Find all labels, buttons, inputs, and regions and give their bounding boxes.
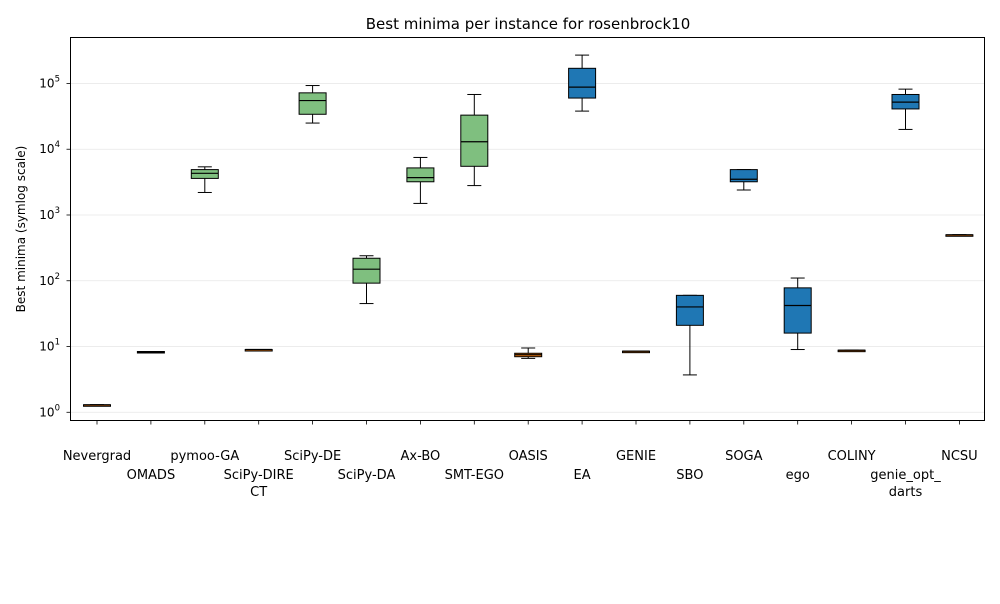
iqr-box <box>298 92 327 115</box>
x-tick-label: OASIS <box>509 449 548 464</box>
y-axis-label: Best minima (symlog scale) <box>14 146 28 313</box>
box-plot <box>298 85 327 124</box>
grid-lines <box>70 83 985 413</box>
iqr-box <box>352 257 381 284</box>
y-tick-label: 103 <box>39 206 60 222</box>
iqr-box <box>729 169 758 183</box>
box-plot <box>460 93 489 187</box>
iqr-box <box>675 294 704 326</box>
x-tick-label: SciPy-DA <box>338 468 396 483</box>
box-plot <box>352 255 381 305</box>
x-tick-label: GENIE <box>616 449 656 464</box>
x-tick-label: ego <box>786 468 810 483</box>
x-tick-label: SciPy-DE <box>284 449 341 464</box>
x-tick-label: genie_opt_ <box>870 468 941 483</box>
x-tick-label: EA <box>574 468 591 483</box>
x-tick-label: CT <box>250 485 267 500</box>
box-plot <box>83 404 111 407</box>
x-tick-label: SOGA <box>725 449 763 464</box>
iqr-box <box>783 287 812 334</box>
box-plot <box>891 88 920 130</box>
x-tick-label: NCSU <box>941 449 978 464</box>
chart-title: Best minima per instance for rosenbrock1… <box>366 15 691 33</box>
x-axis-ticks: Nevergrad OMADS pymoo-GA SciPy-DIRE CT SciPy-… <box>63 420 978 500</box>
x-tick-label: Nevergrad <box>63 449 131 464</box>
box-plot <box>837 349 866 353</box>
box-plot <box>568 54 597 112</box>
box-plot <box>729 169 758 191</box>
x-tick-label: Ax-BO <box>401 449 441 464</box>
iqr-box <box>190 169 219 179</box>
box-plot <box>514 347 543 359</box>
x-tick-label: SciPy-DIRE <box>224 468 294 483</box>
iqr-box <box>460 114 489 167</box>
box-plot <box>406 156 435 204</box>
x-tick-label: pymoo-GA <box>170 449 239 464</box>
box-plots <box>83 54 974 407</box>
y-tick-label: 105 <box>39 74 60 90</box>
box-plot <box>675 294 704 376</box>
box-plot <box>622 350 650 354</box>
x-tick-label: SMT-EGO <box>445 468 504 483</box>
iqr-box <box>406 167 435 183</box>
y-axis-ticks: 100 101 102 103 104 105 <box>39 74 71 419</box>
x-tick-label: COLINY <box>828 449 876 464</box>
y-tick-label: 101 <box>39 338 60 354</box>
box-plot <box>945 234 974 237</box>
box-plot <box>190 166 219 193</box>
x-tick-label: OMADS <box>127 468 176 483</box>
box-plot <box>783 277 812 351</box>
plot-area-frame <box>70 37 985 421</box>
box-plot <box>136 350 165 354</box>
iqr-box <box>568 67 597 99</box>
box-plot <box>244 348 273 352</box>
x-tick-label: SBO <box>676 468 703 483</box>
y-tick-label: 104 <box>39 140 60 156</box>
y-tick-label: 102 <box>39 272 60 288</box>
y-tick-label: 100 <box>39 403 60 419</box>
x-tick-label: darts <box>889 485 923 500</box>
